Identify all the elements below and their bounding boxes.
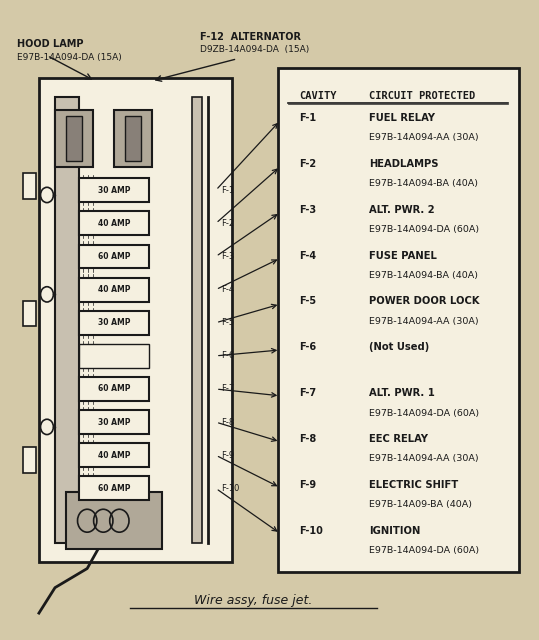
Bar xyxy=(66,116,82,161)
FancyBboxPatch shape xyxy=(79,344,149,368)
Text: E97B-14A09-BA (40A): E97B-14A09-BA (40A) xyxy=(369,500,472,509)
Text: D9ZB-14A094-DA  (15A): D9ZB-14A094-DA (15A) xyxy=(200,45,309,54)
Text: HOOD LAMP: HOOD LAMP xyxy=(17,39,84,49)
FancyBboxPatch shape xyxy=(79,377,149,401)
Text: F-7: F-7 xyxy=(299,388,316,398)
Text: ALT. PWR. 1: ALT. PWR. 1 xyxy=(369,388,434,398)
Text: F-10: F-10 xyxy=(221,484,240,493)
Text: (Not Used): (Not Used) xyxy=(369,342,429,352)
Text: Wire assy, fuse jet.: Wire assy, fuse jet. xyxy=(194,594,313,607)
Text: E97B-14A094-DA (60A): E97B-14A094-DA (60A) xyxy=(369,225,479,234)
FancyBboxPatch shape xyxy=(79,211,149,236)
Text: 60 AMP: 60 AMP xyxy=(98,252,130,261)
Text: F-1: F-1 xyxy=(221,186,234,195)
Text: 60 AMP: 60 AMP xyxy=(98,385,130,394)
Bar xyxy=(55,109,93,167)
Text: ALT. PWR. 2: ALT. PWR. 2 xyxy=(369,205,434,214)
Text: F-9: F-9 xyxy=(299,480,316,490)
Bar xyxy=(125,116,141,161)
FancyBboxPatch shape xyxy=(79,476,149,500)
Text: 40 AMP: 40 AMP xyxy=(98,285,130,294)
Text: POWER DOOR LOCK: POWER DOOR LOCK xyxy=(369,296,479,307)
Text: FUSE PANEL: FUSE PANEL xyxy=(369,250,437,260)
FancyBboxPatch shape xyxy=(79,444,149,467)
Text: F-8: F-8 xyxy=(299,434,316,444)
Text: F-6: F-6 xyxy=(299,342,316,352)
Text: F-12  ALTERNATOR: F-12 ALTERNATOR xyxy=(200,31,301,42)
Text: F-7: F-7 xyxy=(221,385,234,394)
FancyBboxPatch shape xyxy=(79,179,149,202)
FancyBboxPatch shape xyxy=(79,278,149,301)
FancyBboxPatch shape xyxy=(79,244,149,268)
Text: ELECTRIC SHIFT: ELECTRIC SHIFT xyxy=(369,480,458,490)
FancyBboxPatch shape xyxy=(23,173,36,199)
Text: CAVITY: CAVITY xyxy=(299,91,336,100)
Text: E97B-14A094-DA (60A): E97B-14A094-DA (60A) xyxy=(369,546,479,556)
FancyBboxPatch shape xyxy=(79,311,149,335)
Text: 30 AMP: 30 AMP xyxy=(98,186,130,195)
Text: F-6: F-6 xyxy=(221,351,234,360)
FancyBboxPatch shape xyxy=(23,447,36,473)
Text: F-9: F-9 xyxy=(221,451,234,460)
Text: F-5: F-5 xyxy=(221,318,234,327)
Text: F-4: F-4 xyxy=(299,250,316,260)
Text: 60 AMP: 60 AMP xyxy=(98,484,130,493)
Text: E97B-14A094-BA (40A): E97B-14A094-BA (40A) xyxy=(369,179,478,188)
Text: HEADLAMPS: HEADLAMPS xyxy=(369,159,438,169)
Bar xyxy=(114,109,151,167)
FancyBboxPatch shape xyxy=(23,301,36,326)
Text: 40 AMP: 40 AMP xyxy=(98,451,130,460)
Text: 30 AMP: 30 AMP xyxy=(98,318,130,327)
Text: E97B-14A094-DA (15A): E97B-14A094-DA (15A) xyxy=(17,53,122,62)
Text: F-3: F-3 xyxy=(221,252,234,261)
Text: F-2: F-2 xyxy=(299,159,316,169)
Text: F-1: F-1 xyxy=(299,113,316,123)
FancyBboxPatch shape xyxy=(39,78,232,562)
Text: EEC RELAY: EEC RELAY xyxy=(369,434,428,444)
Text: F-4: F-4 xyxy=(221,285,234,294)
Text: F-2: F-2 xyxy=(221,219,234,228)
Text: F-10: F-10 xyxy=(299,526,323,536)
Text: CIRCUIT PROTECTED: CIRCUIT PROTECTED xyxy=(369,91,475,100)
Text: F-5: F-5 xyxy=(299,296,316,307)
Text: F-3: F-3 xyxy=(299,205,316,214)
FancyBboxPatch shape xyxy=(66,492,162,549)
Text: E97B-14A094-BA (40A): E97B-14A094-BA (40A) xyxy=(369,271,478,280)
Bar xyxy=(192,97,203,543)
Text: E97B-14A094-DA (60A): E97B-14A094-DA (60A) xyxy=(369,408,479,417)
Text: E97B-14A094-AA (30A): E97B-14A094-AA (30A) xyxy=(369,317,478,326)
Text: F-8: F-8 xyxy=(221,418,234,427)
FancyBboxPatch shape xyxy=(79,410,149,434)
Text: E97B-14A094-AA (30A): E97B-14A094-AA (30A) xyxy=(369,454,478,463)
Text: 30 AMP: 30 AMP xyxy=(98,418,130,427)
Text: IGNITION: IGNITION xyxy=(369,526,420,536)
FancyBboxPatch shape xyxy=(278,68,519,572)
Text: E97B-14A094-AA (30A): E97B-14A094-AA (30A) xyxy=(369,133,478,142)
Text: FUEL RELAY: FUEL RELAY xyxy=(369,113,434,123)
Bar xyxy=(55,97,79,543)
Text: 40 AMP: 40 AMP xyxy=(98,219,130,228)
